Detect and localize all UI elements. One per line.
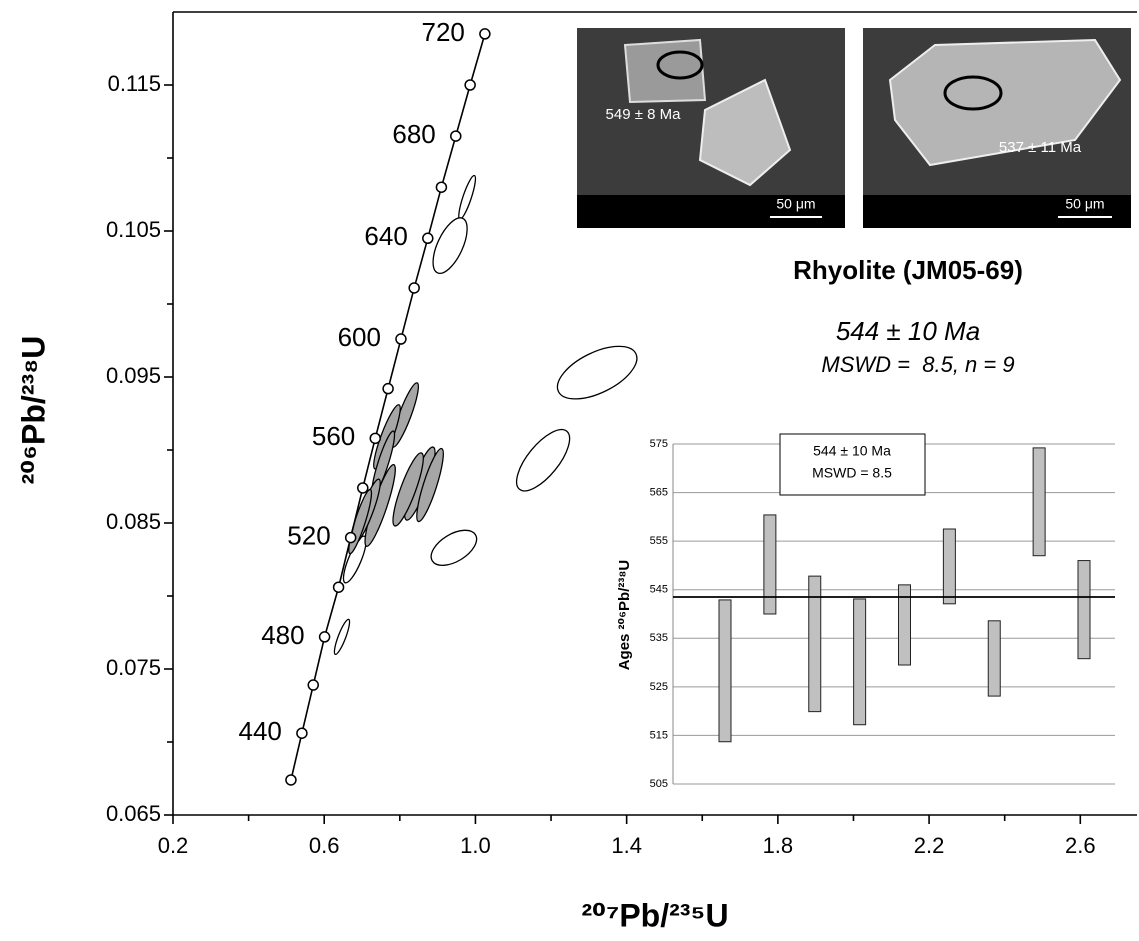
box-text: MSWD = 8.5: [812, 465, 892, 481]
concordia-point: [479, 28, 491, 40]
age-bar: [987, 620, 1001, 697]
y-tick-label: 545: [650, 584, 668, 596]
error-ellipse: [392, 452, 424, 527]
error-ellipse: [515, 428, 571, 492]
error-ellipse: [430, 529, 478, 566]
age-label: 520: [287, 520, 330, 550]
age-bar: [1032, 447, 1046, 557]
error-ellipse: [458, 174, 477, 220]
age-bar: [808, 575, 822, 713]
y-axis-label: ²⁰⁶Pb/²³⁸U: [15, 336, 51, 485]
concordia-point: [307, 679, 320, 691]
cl-image: 549 ± 8 Ma 50 μm: [577, 28, 845, 228]
concordia-point: [435, 181, 448, 193]
concordia-point: [408, 282, 420, 294]
title: Rhyolite (JM05-69): [793, 255, 1023, 285]
x-tick-label: 0.2: [158, 833, 189, 858]
y-tick-label: 555: [650, 535, 668, 547]
age-label: 720: [421, 17, 464, 47]
concordia-point: [369, 432, 382, 445]
y-tick-label: 515: [650, 729, 668, 741]
concordia-curve: [290, 33, 486, 781]
crystal: [888, 38, 1122, 167]
age-bar: [718, 599, 732, 743]
scale-label: 50 μm: [1065, 196, 1104, 212]
concordia-point: [422, 232, 434, 245]
y-tick-label: 525: [650, 681, 668, 693]
crystal: [623, 38, 707, 104]
error-ellipse: [556, 345, 638, 400]
age-label: 680: [392, 119, 435, 149]
y-tick-label: 0.065: [106, 801, 161, 826]
y-tick-label: 565: [650, 486, 668, 498]
box-text: 544 ± 10 Ma: [813, 443, 891, 459]
age-annotation: 544 ± 10 Ma: [836, 316, 980, 346]
age-label: 560: [312, 421, 355, 451]
scale-label: 50 μm: [776, 196, 815, 212]
concordia-point: [464, 79, 476, 91]
age-bar: [853, 598, 867, 726]
x-tick-label: 1.4: [611, 833, 642, 858]
x-tick-label: 1.8: [763, 833, 794, 858]
concordia-point: [285, 774, 297, 786]
cl-image: 537 ± 11 Ma 50 μm: [863, 28, 1131, 228]
scale-strip: [577, 195, 845, 228]
concordia-point: [318, 631, 331, 643]
age-label: 440: [239, 716, 282, 746]
scale-strip: [863, 195, 1131, 228]
image-age: 537 ± 11 Ma: [999, 139, 1082, 156]
y-tick-label: 535: [650, 632, 668, 644]
age-bar: [1077, 560, 1091, 660]
y-tick-label: 575: [650, 438, 668, 450]
error-ellipse: [333, 618, 351, 656]
image-age: 549 ± 8 Ma: [606, 106, 682, 123]
age-bar: [763, 514, 777, 615]
age-bar: [942, 528, 956, 605]
y-tick-label: 0.075: [106, 655, 161, 680]
spot: [656, 50, 704, 80]
main-plot: 0.065 0.075 0.085 0.095 0.105 0.115 0.2 0.6 1.0 1…: [106, 11, 1137, 858]
spot: [943, 75, 1003, 111]
mswd-annotation: MSWD = 8.5, n = 9: [821, 352, 1014, 377]
crystal: [698, 78, 792, 187]
inset-chart: 505 515 525 535 545 555 565 575 Ages ²⁰⁶Pb/²³⁸U 5…: [600, 425, 1135, 795]
y-tick-label: 0.085: [106, 509, 161, 534]
concordia-point: [357, 482, 369, 494]
concordia-point: [344, 531, 357, 544]
concordia-point: [332, 581, 345, 593]
concordia-point: [382, 382, 394, 395]
y-tick-label: 0.095: [106, 363, 161, 388]
inset-y-label: Ages ²⁰⁶Pb/²³⁸U: [616, 560, 633, 671]
age-label: 640: [364, 221, 407, 251]
age-label: 480: [261, 620, 304, 650]
error-ellipse: [432, 217, 468, 274]
age-label: 600: [338, 322, 381, 352]
x-axis-label: ²⁰⁷Pb/²³⁵U: [581, 897, 728, 933]
y-tick-label: 0.115: [108, 71, 161, 96]
x-tick-label: 0.6: [309, 833, 340, 858]
concordia-point: [450, 130, 462, 142]
x-tick-label: 2.6: [1065, 833, 1096, 858]
x-tick-label: 1.0: [460, 833, 491, 858]
concordia-point: [395, 333, 407, 345]
x-tick-label: 2.2: [914, 833, 945, 858]
legend-box: [779, 433, 926, 496]
y-tick-label: 505: [650, 778, 668, 790]
age-bar: [898, 584, 911, 666]
concordia-point: [296, 727, 308, 739]
error-ellipse: [416, 447, 444, 523]
error-ellipse: [342, 535, 367, 584]
y-tick-label: 0.105: [106, 217, 161, 242]
